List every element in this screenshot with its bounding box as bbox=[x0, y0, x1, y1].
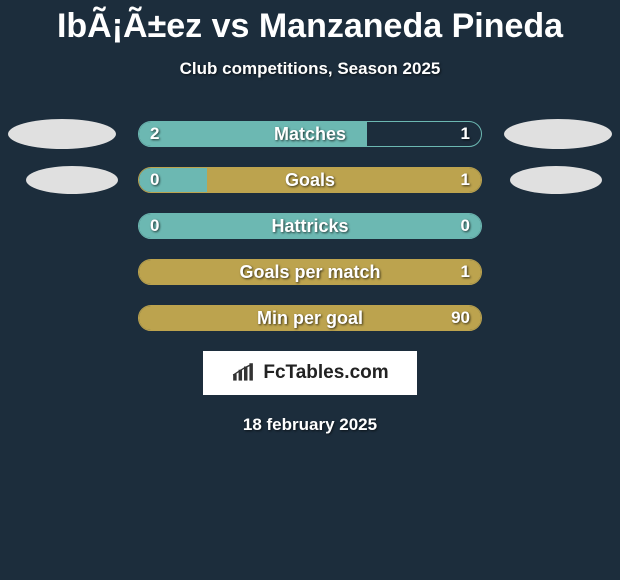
brand-text: FcTables.com bbox=[263, 362, 388, 384]
bar-track bbox=[138, 259, 482, 285]
bar-segment-left bbox=[139, 168, 207, 192]
card-title: IbÃ¡Ã±ez vs Manzaneda Pineda bbox=[0, 0, 620, 45]
bar-row: Goals per match1 bbox=[0, 259, 620, 285]
player-right-marker bbox=[504, 119, 612, 149]
bar-row: Hattricks00 bbox=[0, 213, 620, 239]
player-right-marker bbox=[510, 166, 602, 194]
player-left-marker bbox=[8, 119, 116, 149]
card-subtitle: Club competitions, Season 2025 bbox=[0, 59, 620, 79]
bars-container: Matches21 Goals01 Hattricks00 Goals per mat… bbox=[0, 121, 620, 331]
bar-track bbox=[138, 213, 482, 239]
bar-track bbox=[138, 305, 482, 331]
player-left-marker bbox=[26, 166, 118, 194]
bar-row: Goals01 bbox=[0, 167, 620, 193]
stats-card: IbÃ¡Ã±ez vs Manzaneda Pineda Club compet… bbox=[0, 0, 620, 580]
bar-segment-right bbox=[207, 168, 481, 192]
bar-segment-right bbox=[367, 122, 481, 146]
bar-row: Min per goal90 bbox=[0, 305, 620, 331]
bar-row: Matches21 bbox=[0, 121, 620, 147]
bar-segment-right bbox=[139, 260, 481, 284]
bar-track bbox=[138, 121, 482, 147]
bar-track bbox=[138, 167, 482, 193]
date-line: 18 february 2025 bbox=[0, 415, 620, 435]
brand-link[interactable]: FcTables.com bbox=[203, 351, 417, 395]
chart-icon bbox=[231, 363, 257, 383]
bar-segment-left bbox=[139, 122, 367, 146]
bar-segment-right bbox=[139, 306, 481, 330]
bar-segment-left bbox=[139, 214, 481, 238]
